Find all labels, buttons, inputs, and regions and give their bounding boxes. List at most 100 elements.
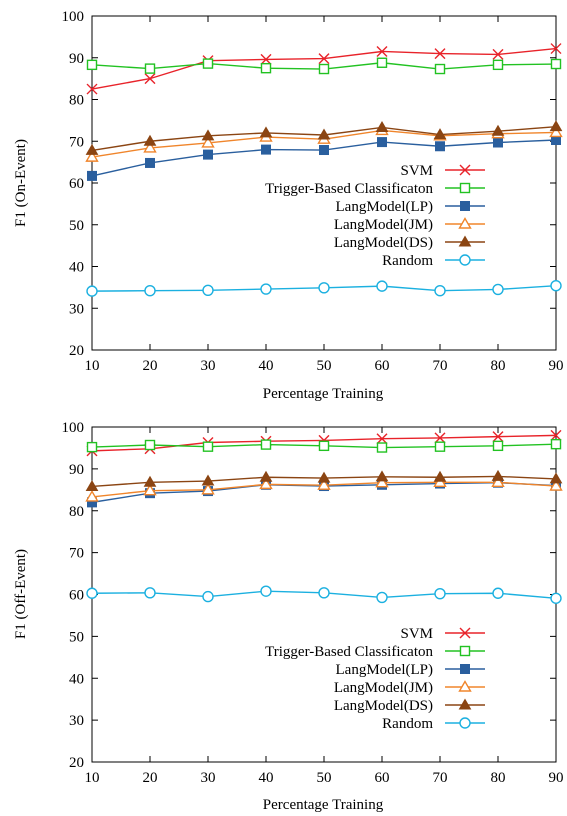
data-point (376, 57, 388, 68)
data-point (202, 58, 214, 69)
legend-label: LangModel(JM) (334, 680, 433, 696)
legend-label: Trigger-Based Classificaton (265, 644, 433, 660)
legend-marker (458, 235, 472, 247)
x-tick-label: 70 (433, 358, 448, 374)
data-point (492, 59, 504, 71)
data-point (550, 592, 562, 604)
data-point (260, 283, 272, 295)
data-point (144, 439, 156, 451)
data-point (318, 53, 330, 65)
x-tick-label: 60 (375, 358, 390, 374)
legend-label: Trigger-Based Classificaton (265, 181, 433, 197)
data-point (435, 141, 445, 152)
legend-marker (458, 217, 472, 229)
data-point (145, 157, 155, 168)
data-point (201, 136, 215, 148)
data-point (317, 478, 331, 490)
data-point (550, 43, 562, 55)
data-point (376, 433, 388, 445)
data-point (144, 285, 156, 297)
series-trigger-based-classificaton (86, 438, 562, 453)
data-point (549, 120, 563, 132)
data-point (260, 53, 272, 65)
data-point (434, 285, 446, 297)
legend-marker (458, 698, 472, 710)
data-point (376, 280, 388, 292)
y-tick-label: 50 (69, 218, 84, 234)
data-point (86, 587, 98, 599)
data-point (492, 48, 504, 60)
data-point (319, 145, 329, 156)
x-tick-label: 60 (375, 770, 390, 786)
data-point (377, 137, 387, 148)
x-axis-label: Percentage Training (263, 386, 384, 402)
data-point (144, 587, 156, 599)
data-point (318, 63, 330, 75)
off-event-chart: F1 (Off-Event) Percentage Training 10 20 3… (13, 420, 564, 813)
data-point (85, 490, 99, 502)
y-tick-label: 40 (69, 260, 84, 276)
data-point (259, 470, 273, 482)
data-point (143, 141, 157, 153)
legend-marker (458, 680, 472, 692)
data-point (201, 129, 215, 141)
legend-marker (460, 664, 470, 674)
y-axis-label: F1 (Off-Event) (13, 549, 29, 639)
y-tick-label: 30 (69, 301, 84, 317)
data-point (550, 280, 562, 292)
data-point (259, 126, 273, 138)
y-axis-label: F1 (On-Event) (13, 139, 29, 227)
data-point (143, 475, 157, 487)
y-tick-label: 40 (69, 671, 84, 687)
y-tick-label: 70 (69, 546, 84, 562)
series-langmodel-ds (85, 469, 563, 491)
data-point (143, 483, 157, 496)
data-point (491, 475, 505, 487)
data-point (317, 128, 331, 140)
x-tick-label: 30 (201, 358, 216, 374)
x-tick-label: 90 (549, 770, 564, 786)
data-point (433, 470, 447, 482)
data-point (85, 479, 99, 491)
data-point (550, 438, 562, 450)
data-point (549, 472, 563, 484)
data-point (86, 59, 98, 71)
y-tick-label: 60 (69, 176, 84, 192)
data-point (433, 128, 447, 140)
legend-label: Random (382, 253, 433, 269)
data-point (434, 441, 446, 452)
series-random (86, 585, 562, 604)
data-point (318, 282, 330, 294)
data-point (493, 137, 503, 148)
data-point (434, 48, 446, 60)
data-point (144, 63, 156, 74)
series-svm (86, 43, 562, 95)
y-tick-label: 20 (69, 755, 84, 771)
legend-label: LangModel(DS) (334, 235, 433, 251)
legend-label: LangModel(LP) (336, 662, 433, 678)
legend-marker (459, 182, 471, 194)
data-point (375, 470, 389, 482)
data-point (259, 477, 273, 490)
data-point (492, 431, 504, 443)
y-tick-label: 80 (69, 504, 84, 520)
data-point (143, 134, 157, 146)
legend-marker (459, 645, 471, 657)
data-point (260, 439, 272, 450)
x-axis-label: Percentage Training (263, 797, 384, 813)
x-tick-label: 80 (491, 770, 506, 786)
on-event-chart: F1 (On-Event) Percentage Training 10 20 30… (13, 9, 564, 402)
legend-marker (459, 627, 471, 639)
y-tick-label: 60 (69, 588, 84, 604)
data-point (550, 58, 562, 70)
legend-marker (460, 201, 470, 211)
data-point (202, 441, 214, 452)
data-point (375, 475, 389, 488)
data-point (434, 432, 446, 444)
data-point (144, 73, 156, 85)
data-point (202, 284, 214, 296)
data-point (492, 587, 504, 599)
data-point (376, 591, 388, 604)
data-point (203, 149, 213, 160)
legend-marker (459, 717, 471, 729)
